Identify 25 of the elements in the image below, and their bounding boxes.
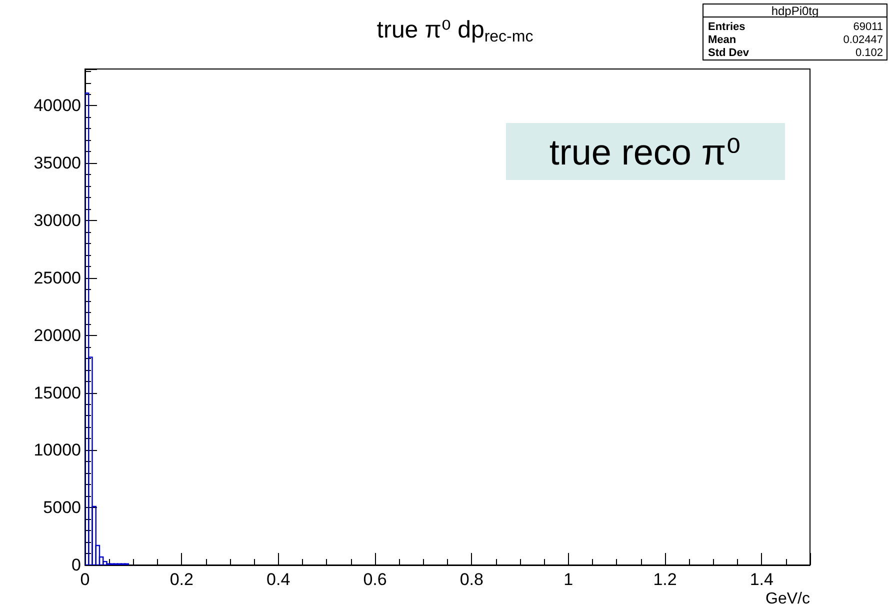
- y-tick-label: 35000: [34, 154, 81, 173]
- x-axis-title: GeV/c: [766, 590, 810, 608]
- x-tick-label: 1.4: [750, 570, 774, 589]
- y-tick-label: 25000: [34, 268, 81, 288]
- x-tick-label: 1: [564, 570, 574, 589]
- text: hdpPi0tg: [771, 4, 819, 18]
- text: 69011: [853, 21, 883, 33]
- y-tick-label: 15000: [34, 383, 81, 402]
- y-tick-label: 40000: [34, 96, 81, 116]
- x-tick-label: 0.4: [266, 570, 290, 589]
- annotation: true reco π⁰: [549, 132, 741, 172]
- x-tick-label: 0.2: [170, 570, 194, 589]
- y-tick-label: 0: [72, 556, 81, 574]
- text: 0.02447: [843, 34, 883, 46]
- text: Entries: [708, 21, 746, 33]
- text: 0.102: [855, 47, 883, 59]
- text: Std Dev: [708, 47, 750, 59]
- y-tick-label: 30000: [34, 211, 81, 230]
- x-tick-label: 0.8: [460, 570, 484, 589]
- y-tick-label: 10000: [34, 440, 81, 460]
- y-tick-label: 5000: [43, 498, 81, 518]
- y-tick-label: 20000: [34, 326, 81, 345]
- text: Mean: [708, 34, 736, 46]
- x-tick-label: 0.6: [363, 570, 387, 589]
- x-tick-label: 1.2: [653, 570, 677, 589]
